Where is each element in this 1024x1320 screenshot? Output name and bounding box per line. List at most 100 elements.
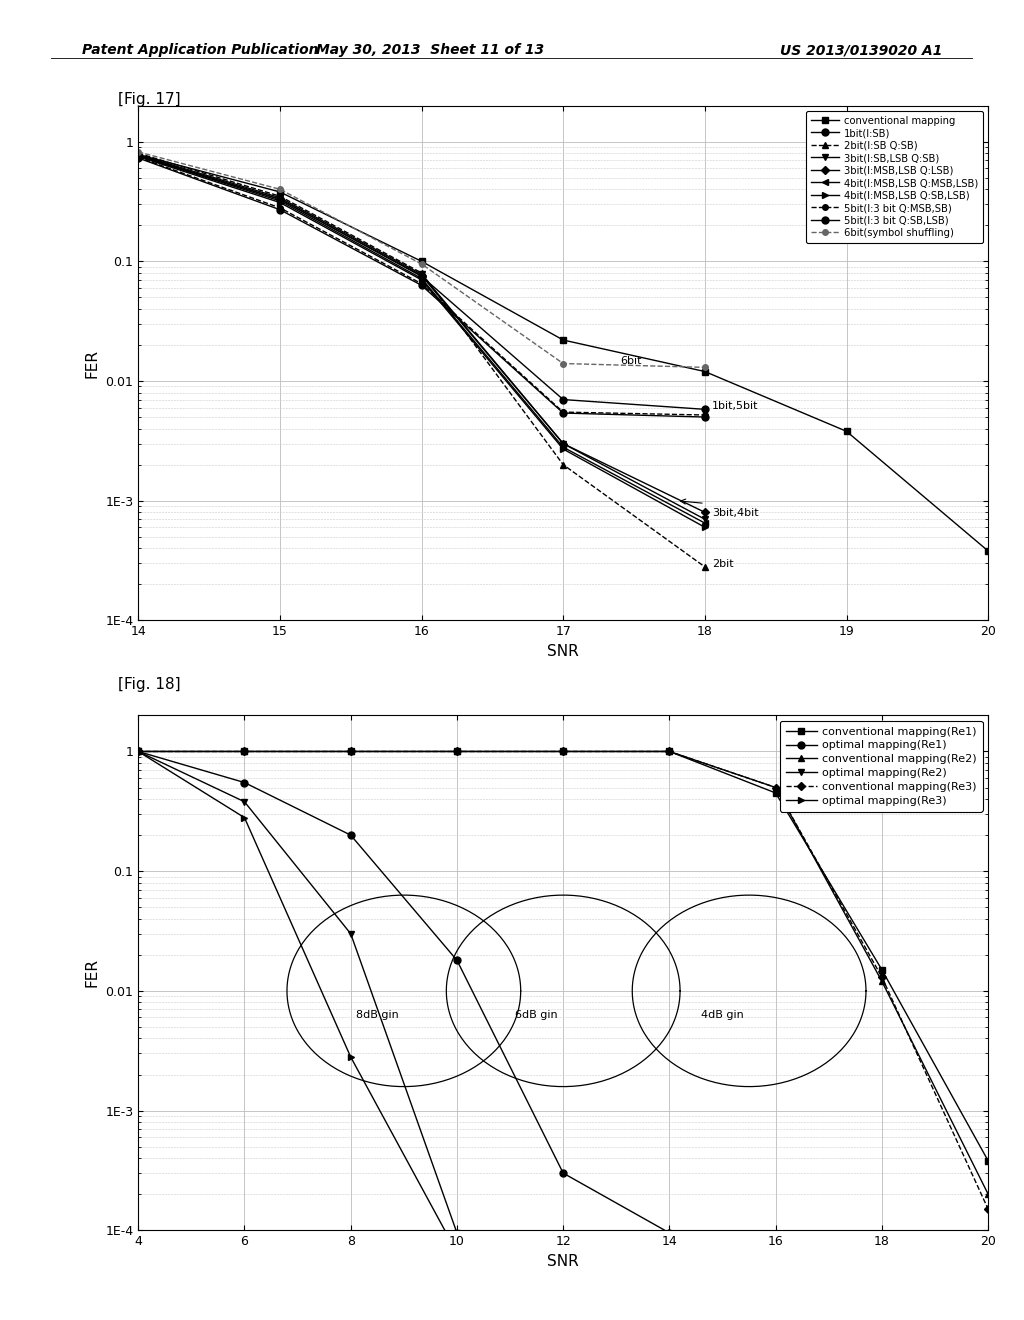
optimal mapping(Re2): [557, 1245, 569, 1261]
Line: optimal mapping(Re3): optimal mapping(Re3): [135, 748, 461, 1257]
Text: US 2013/0139020 A1: US 2013/0139020 A1: [779, 44, 942, 57]
Text: 4dB gin: 4dB gin: [701, 1010, 743, 1020]
conventional mapping(Re2): [982, 1187, 994, 1203]
6bit(symbol shuffling): [273, 181, 286, 197]
conventional mapping(Re3): [557, 743, 569, 759]
6bit(symbol shuffling): [132, 144, 144, 160]
5bit(I:3 bit Q:SB,LSB): [698, 409, 711, 425]
X-axis label: SNR: SNR: [547, 1254, 580, 1269]
conventional mapping(Re3): [451, 743, 463, 759]
3bit(I:MSB,LSB Q:LSB): [557, 436, 569, 451]
conventional mapping: [698, 363, 711, 379]
3bit(I:SB,LSB Q:SB): [698, 511, 711, 527]
conventional mapping(Re1): [770, 785, 782, 801]
conventional mapping(Re1): [132, 743, 144, 759]
Text: 1bit,5bit: 1bit,5bit: [712, 401, 759, 412]
4bit(I:MSB,LSB Q:MSB,LSB): [273, 193, 286, 209]
conventional mapping(Re1): [982, 1152, 994, 1168]
3bit(I:SB,LSB Q:SB): [273, 190, 286, 206]
conventional mapping: [982, 543, 994, 558]
3bit(I:SB,LSB Q:SB): [416, 267, 428, 282]
conventional mapping(Re2): [132, 743, 144, 759]
4bit(I:MSB,LSB Q:SB,LSB): [132, 149, 144, 165]
4bit(I:MSB,LSB Q:MSB,LSB): [557, 440, 569, 455]
conventional mapping: [132, 147, 144, 162]
optimal mapping(Re1): [344, 828, 357, 843]
Line: 5bit(I:3 bit Q:MSB,SB): 5bit(I:3 bit Q:MSB,SB): [135, 154, 708, 418]
Line: 6bit(symbol shuffling): 6bit(symbol shuffling): [135, 149, 708, 370]
Line: conventional mapping: conventional mapping: [135, 150, 991, 554]
Text: [Fig. 17]: [Fig. 17]: [118, 92, 180, 107]
optimal mapping(Re1): [557, 1166, 569, 1181]
Text: 3bit,4bit: 3bit,4bit: [712, 508, 759, 517]
5bit(I:3 bit Q:SB,LSB): [273, 202, 286, 218]
conventional mapping(Re1): [664, 743, 676, 759]
Text: May 30, 2013  Sheet 11 of 13: May 30, 2013 Sheet 11 of 13: [316, 44, 544, 57]
Legend: conventional mapping, 1bit(I:SB), 2bit(I:SB Q:SB), 3bit(I:SB,LSB Q:SB), 3bit(I:M: conventional mapping, 1bit(I:SB), 2bit(I…: [806, 111, 983, 243]
Line: 1bit(I:SB): 1bit(I:SB): [135, 152, 709, 413]
3bit(I:SB,LSB Q:SB): [132, 147, 144, 162]
3bit(I:MSB,LSB Q:LSB): [698, 504, 711, 520]
conventional mapping(Re1): [557, 743, 569, 759]
conventional mapping(Re2): [344, 743, 357, 759]
Text: 6dB gin: 6dB gin: [515, 1010, 558, 1020]
4bit(I:MSB,LSB Q:SB,LSB): [698, 519, 711, 535]
conventional mapping(Re1): [344, 743, 357, 759]
Line: conventional mapping(Re2): conventional mapping(Re2): [135, 748, 991, 1197]
conventional mapping(Re2): [239, 743, 251, 759]
Line: 3bit(I:SB,LSB Q:SB): 3bit(I:SB,LSB Q:SB): [135, 150, 709, 523]
5bit(I:3 bit Q:SB,LSB): [416, 277, 428, 293]
Legend: conventional mapping(Re1), optimal mapping(Re1), conventional mapping(Re2), opti: conventional mapping(Re1), optimal mappi…: [780, 721, 983, 812]
conventional mapping: [416, 253, 428, 269]
X-axis label: SNR: SNR: [547, 644, 580, 659]
conventional mapping(Re3): [239, 743, 251, 759]
optimal mapping(Re3): [132, 743, 144, 759]
2bit(I:SB Q:SB): [698, 558, 711, 574]
optimal mapping(Re1): [451, 953, 463, 969]
5bit(I:3 bit Q:SB,LSB): [132, 150, 144, 166]
4bit(I:MSB,LSB Q:MSB,LSB): [698, 515, 711, 531]
5bit(I:3 bit Q:MSB,SB): [698, 407, 711, 422]
conventional mapping(Re1): [876, 962, 888, 978]
4bit(I:MSB,LSB Q:SB,LSB): [273, 194, 286, 210]
conventional mapping: [557, 333, 569, 348]
1bit(I:SB): [273, 191, 286, 207]
optimal mapping(Re1): [239, 775, 251, 791]
5bit(I:3 bit Q:SB,LSB): [557, 405, 569, 421]
Text: [Fig. 18]: [Fig. 18]: [118, 677, 180, 692]
conventional mapping(Re2): [876, 973, 888, 989]
optimal mapping(Re2): [344, 925, 357, 941]
optimal mapping(Re3): [451, 1245, 463, 1261]
5bit(I:3 bit Q:MSB,SB): [557, 404, 569, 420]
4bit(I:MSB,LSB Q:SB,LSB): [557, 441, 569, 457]
2bit(I:SB Q:SB): [416, 265, 428, 281]
conventional mapping(Re3): [876, 969, 888, 985]
conventional mapping(Re1): [451, 743, 463, 759]
Line: 3bit(I:MSB,LSB Q:LSB): 3bit(I:MSB,LSB Q:LSB): [135, 152, 708, 515]
1bit(I:SB): [416, 268, 428, 284]
Text: 2bit: 2bit: [712, 558, 733, 569]
2bit(I:SB Q:SB): [557, 457, 569, 473]
conventional mapping(Re2): [451, 743, 463, 759]
Line: 4bit(I:MSB,LSB Q:SB,LSB): 4bit(I:MSB,LSB Q:SB,LSB): [135, 153, 709, 531]
conventional mapping(Re3): [132, 743, 144, 759]
Text: Patent Application Publication: Patent Application Publication: [82, 44, 318, 57]
6bit(symbol shuffling): [416, 256, 428, 272]
1bit(I:SB): [698, 401, 711, 417]
conventional mapping: [841, 424, 853, 440]
Line: optimal mapping(Re1): optimal mapping(Re1): [135, 748, 673, 1237]
Y-axis label: FER: FER: [85, 348, 99, 378]
optimal mapping(Re3): [239, 809, 251, 825]
Text: 6bit: 6bit: [620, 355, 641, 366]
5bit(I:3 bit Q:MSB,SB): [416, 276, 428, 292]
conventional mapping(Re2): [557, 743, 569, 759]
optimal mapping(Re1): [664, 1225, 676, 1241]
Line: conventional mapping(Re1): conventional mapping(Re1): [135, 748, 991, 1164]
2bit(I:SB Q:SB): [273, 189, 286, 205]
conventional mapping(Re1): [239, 743, 251, 759]
conventional mapping: [273, 183, 286, 199]
conventional mapping(Re3): [982, 1201, 994, 1217]
3bit(I:SB,LSB Q:SB): [557, 436, 569, 451]
3bit(I:MSB,LSB Q:LSB): [132, 148, 144, 164]
conventional mapping(Re3): [344, 743, 357, 759]
